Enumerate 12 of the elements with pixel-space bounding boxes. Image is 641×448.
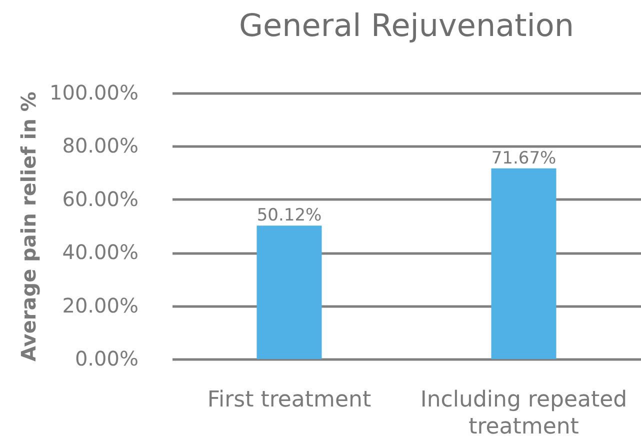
data-label: 71.67% [491,148,556,168]
x-tick-label: Including repeated treatment [420,388,628,440]
chart-title: General Rejuvenation [239,8,574,44]
data-label: 50.12% [256,206,322,226]
x-tick-label: First treatment [207,388,372,412]
y-tick-label: 80.00% [62,134,138,158]
y-axis-title: Average pain relief in % [16,92,41,362]
y-tick-label: 20.00% [62,293,138,318]
y-tick-label: 0.00% [74,346,138,370]
y-tick-label: 100.00% [50,80,138,104]
y-tick-label: 60.00% [62,186,138,211]
y-tick-label: 40.00% [62,240,138,264]
